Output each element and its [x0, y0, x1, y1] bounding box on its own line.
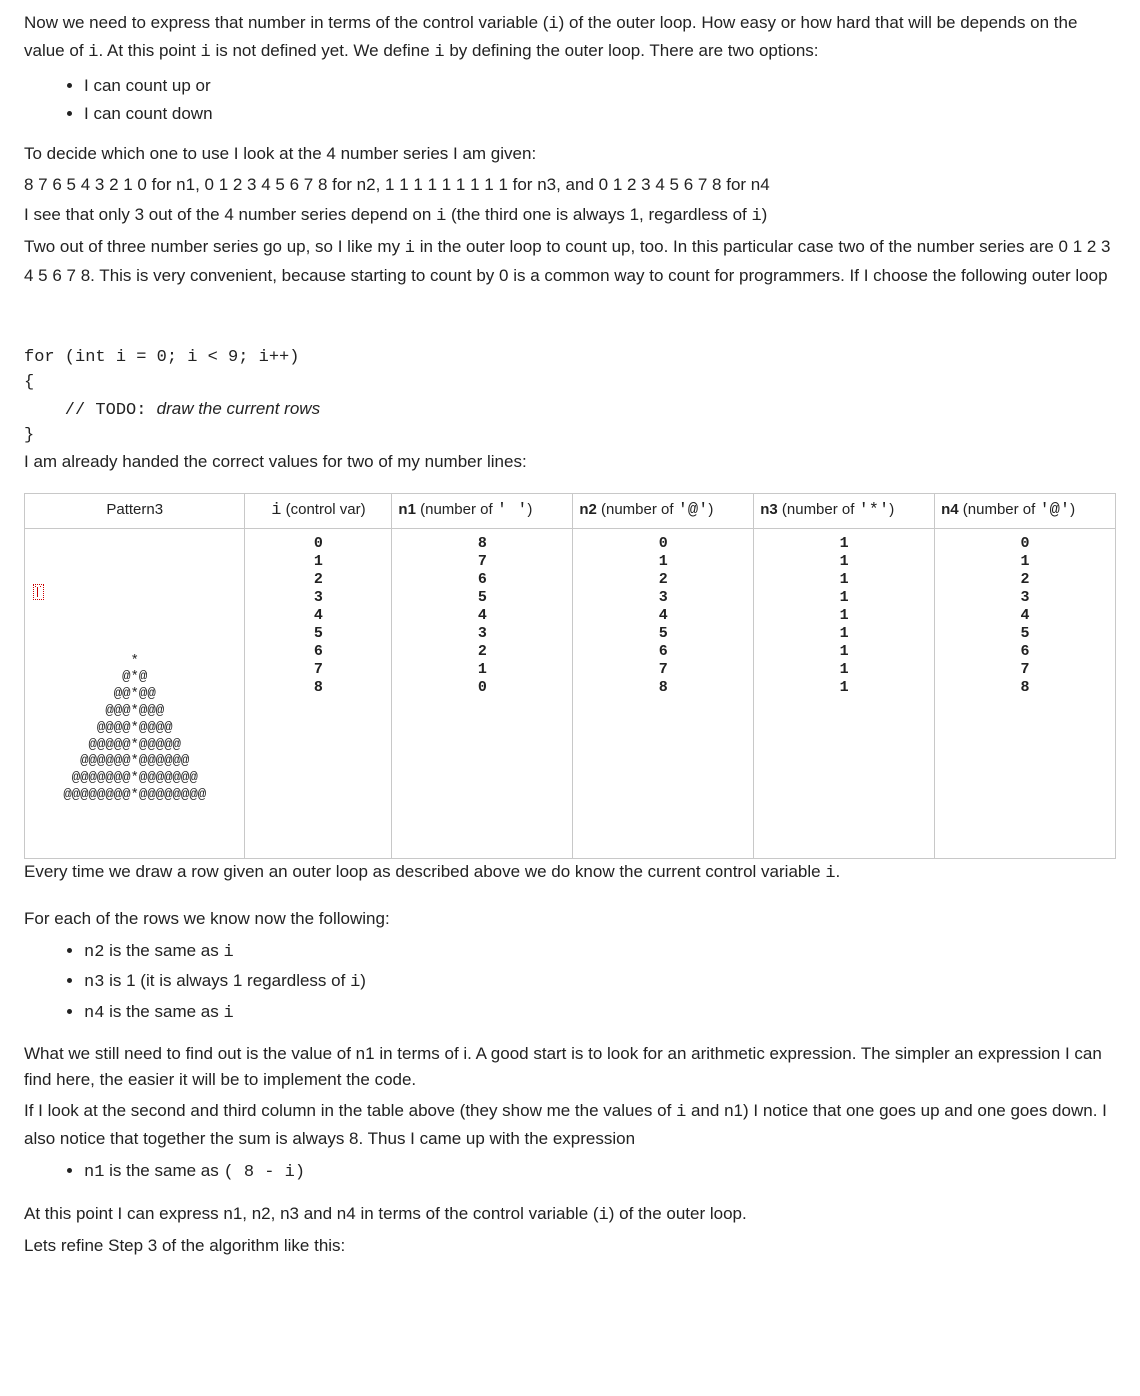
- code-i: i: [434, 43, 444, 62]
- text: ): [762, 205, 768, 224]
- n1-cell: 876543210: [392, 529, 573, 859]
- table-header-row: Pattern3 i (control var) n1 (number of '…: [25, 493, 1116, 528]
- text: by defining the outer loop. There are tw…: [445, 41, 819, 60]
- code-line: }: [24, 426, 34, 445]
- col-n3: n3 (number of '*'): [754, 493, 935, 528]
- col-pattern: Pattern3: [25, 493, 245, 528]
- text: Two out of three number series go up, so…: [24, 237, 405, 256]
- explain-p1: What we still need to find out is the va…: [24, 1041, 1116, 1094]
- code-i: i: [201, 43, 211, 62]
- text: .: [836, 862, 841, 881]
- code-i: i: [88, 43, 98, 62]
- code-block: for (int i = 0; i < 9; i++) { // TODO: d…: [24, 319, 1116, 449]
- decide-line4: Two out of three number series go up, so…: [24, 234, 1116, 289]
- post-table-p1: Every time we draw a row given an outer …: [24, 859, 1116, 887]
- pattern-cell: * @*@ @@*@@ @@@*@@@ @@@@*@@@@ @@@@@*@@@@…: [25, 529, 245, 859]
- text: ) of the outer loop.: [609, 1204, 747, 1223]
- text: I see that only 3 out of the 4 number se…: [24, 205, 436, 224]
- list-item: n1 is the same as ( 8 - i): [84, 1158, 1116, 1186]
- text: Every time we draw a row given an outer …: [24, 862, 825, 881]
- list-item: n4 is the same as i: [84, 999, 1116, 1027]
- code-i: i: [751, 207, 761, 226]
- known-list: n2 is the same as i n3 is 1 (it is alway…: [24, 938, 1116, 1027]
- list-item: I can count up or: [84, 73, 1116, 99]
- code-line: // TODO: draw the current rows: [24, 401, 320, 420]
- decide-line1: To decide which one to use I look at the…: [24, 141, 1116, 167]
- list-item: I can count down: [84, 101, 1116, 127]
- decide-line2: 8 7 6 5 4 3 2 1 0 for n1, 0 1 2 3 4 5 6 …: [24, 172, 1116, 198]
- table-row: * @*@ @@*@@ @@@*@@@ @@@@*@@@@ @@@@@*@@@@…: [25, 529, 1116, 859]
- word-joiner-icon: [33, 584, 44, 600]
- code-i: i: [405, 239, 415, 258]
- pattern-lines: * @*@ @@*@@ @@@*@@@ @@@@*@@@@ @@@@@*@@@@…: [29, 653, 240, 804]
- post-table-p2: For each of the rows we know now the fol…: [24, 906, 1116, 932]
- text: (the third one is always 1, regardless o…: [446, 205, 751, 224]
- intro-paragraph: Now we need to express that number in te…: [24, 10, 1116, 67]
- col-n2: n2 (number of '@'): [573, 493, 754, 528]
- text: Now we need to express that number in te…: [24, 13, 548, 32]
- col-n4: n4 (number of '@'): [935, 493, 1116, 528]
- code-i: i: [676, 1103, 686, 1122]
- col-i: i (control var): [245, 493, 392, 528]
- code-i: i: [548, 15, 558, 34]
- closing-p1: At this point I can express n1, n2, n3 a…: [24, 1201, 1116, 1229]
- col-n1: n1 (number of ' '): [392, 493, 573, 528]
- list-item: n3 is 1 (it is always 1 regardless of i): [84, 968, 1116, 996]
- code-i: i: [436, 207, 446, 226]
- code-line: {: [24, 373, 34, 392]
- text: If I look at the second and third column…: [24, 1101, 676, 1120]
- decide-line3: I see that only 3 out of the 4 number se…: [24, 202, 1116, 230]
- n2-cell: 012345678: [573, 529, 754, 859]
- n4-cell: 012345678: [935, 529, 1116, 859]
- options-list: I can count up or I can count down: [24, 73, 1116, 128]
- explain-p2: If I look at the second and third column…: [24, 1098, 1116, 1153]
- n3-cell: 111111111: [754, 529, 935, 859]
- text: . At this point: [98, 41, 200, 60]
- code-i: i: [599, 1206, 609, 1225]
- i-cell: 012345678: [245, 529, 392, 859]
- code-i: i: [825, 864, 835, 883]
- code-line: for (int i = 0; i < 9; i++): [24, 348, 299, 367]
- closing-p2: Lets refine Step 3 of the algorithm like…: [24, 1233, 1116, 1259]
- text: At this point I can express n1, n2, n3 a…: [24, 1204, 599, 1223]
- list-item: n2 is the same as i: [84, 938, 1116, 966]
- text: is not defined yet. We define: [211, 41, 435, 60]
- pattern-table: Pattern3 i (control var) n1 (number of '…: [24, 493, 1116, 859]
- after-code-text: I am already handed the correct values f…: [24, 449, 1116, 475]
- expression-list: n1 is the same as ( 8 - i): [24, 1158, 1116, 1186]
